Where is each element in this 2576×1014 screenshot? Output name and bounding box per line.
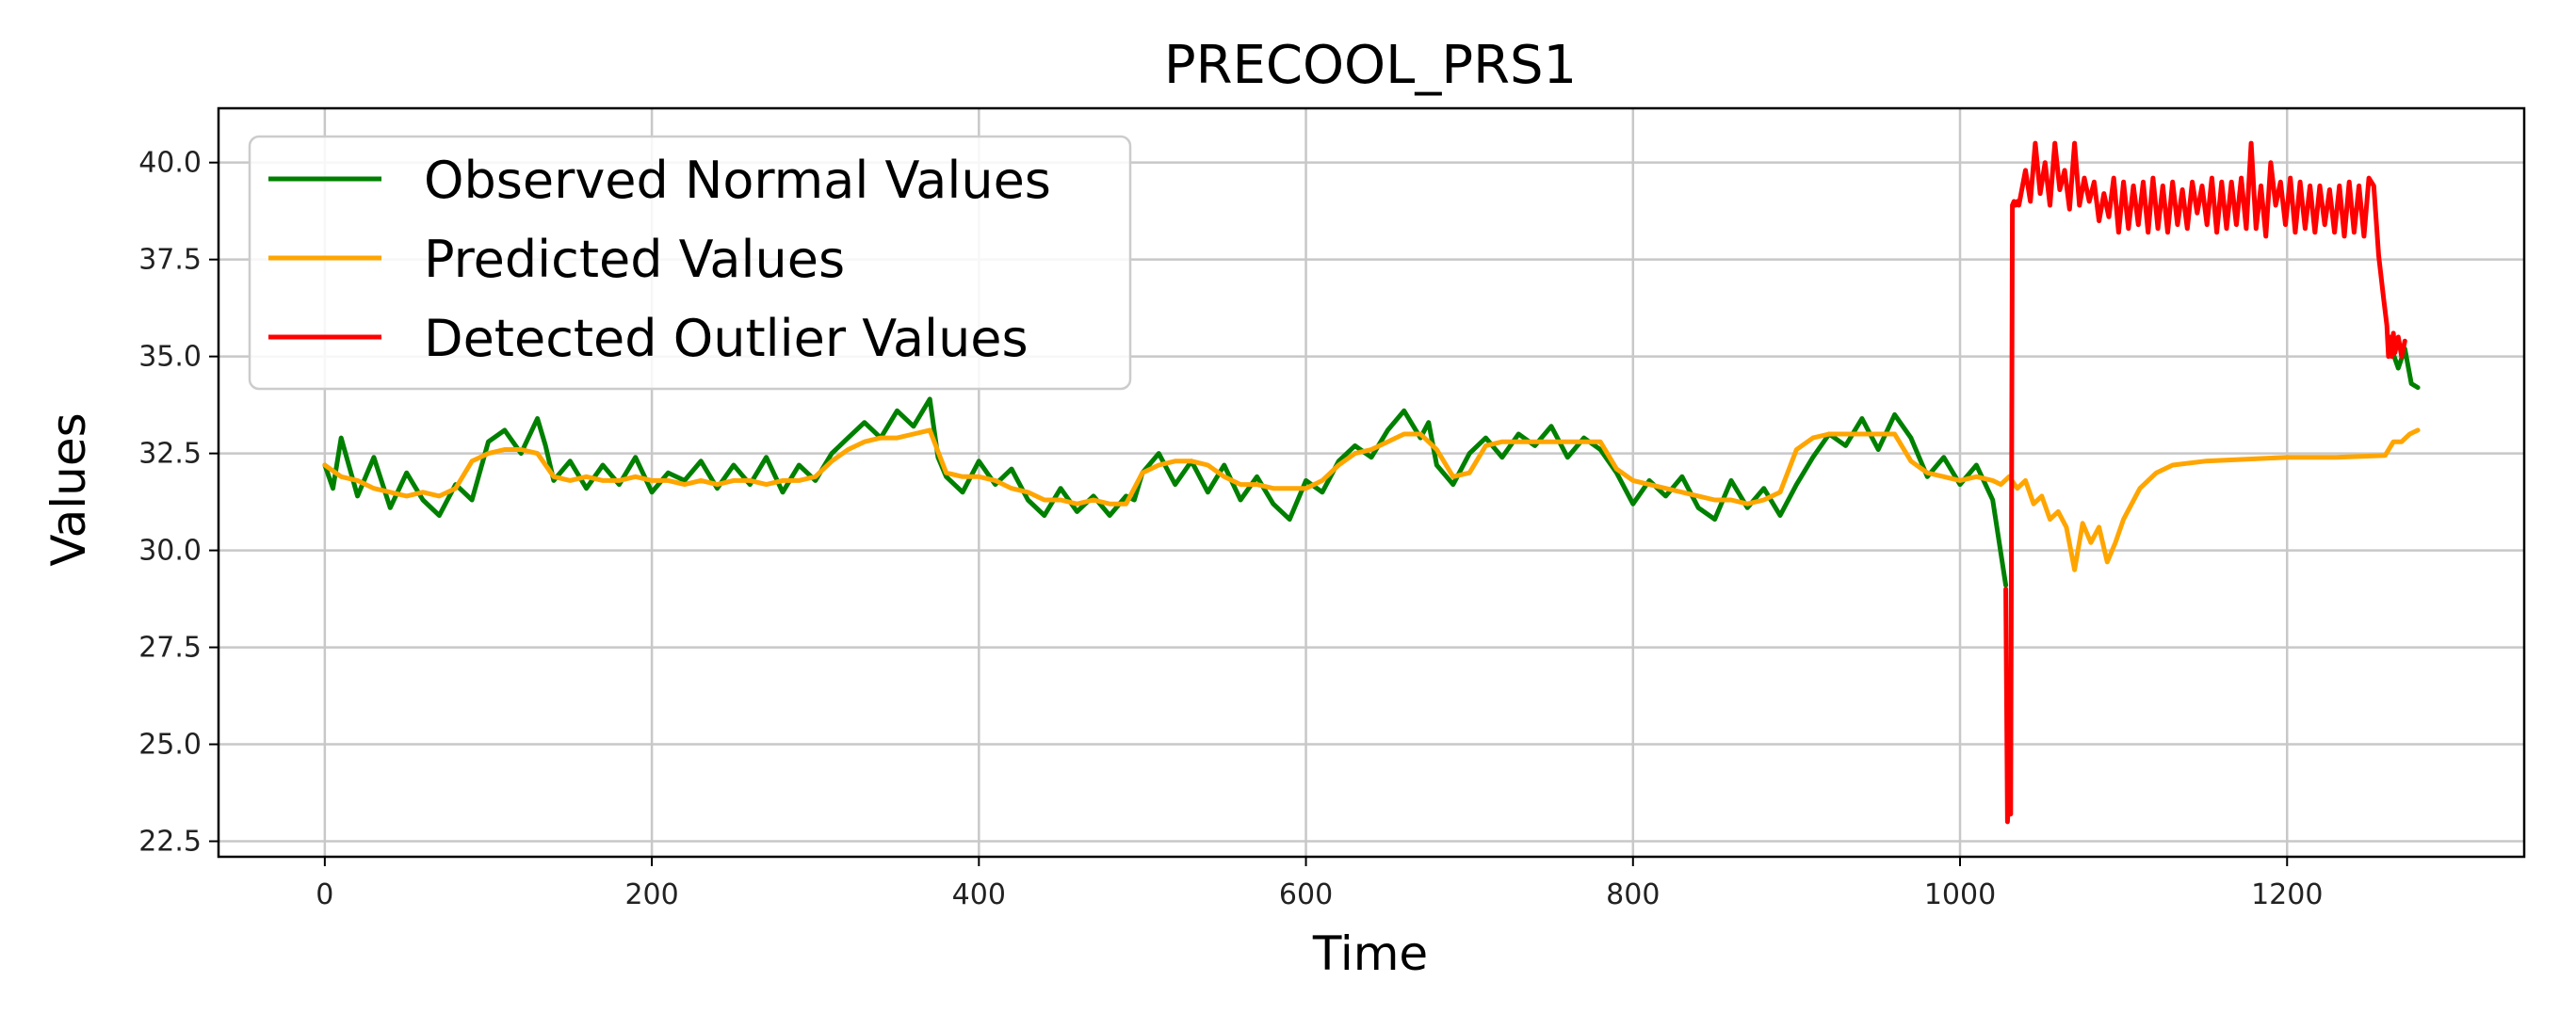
series-line-predicted — [322, 427, 2421, 572]
y-tick-label: 27.5 — [138, 632, 202, 665]
axis-ticks: 0 200 400 600 800 1000 1200 22.5 25.0 27.5 30.0 32.… — [138, 147, 2323, 911]
y-tick-label: 37.5 — [138, 244, 202, 277]
chart-title: PRECOOL_PRS1 — [1164, 35, 1577, 96]
legend: Observed Normal Values Predicted Values … — [248, 135, 1132, 391]
x-axis-label: Time — [1312, 926, 1428, 981]
y-tick-label: 25.0 — [138, 729, 202, 762]
legend-label-outlier: Detected Outlier Values — [424, 309, 1029, 368]
y-tick-label: 35.0 — [138, 341, 202, 374]
x-tick-label: 800 — [1606, 878, 1660, 911]
y-axis-label: Values — [41, 412, 96, 566]
x-tick-label: 200 — [624, 878, 678, 911]
y-tick-label: 22.5 — [138, 826, 202, 859]
legend-box — [248, 135, 1132, 391]
y-tick-label: 30.0 — [138, 535, 202, 568]
plot-frame — [217, 106, 2526, 859]
x-tick-label: 1200 — [2251, 878, 2323, 911]
x-tick-label: 400 — [952, 878, 1006, 911]
x-tick-label: 0 — [316, 878, 333, 911]
y-tick-label: 40.0 — [138, 147, 202, 180]
legend-label-predicted: Predicted Values — [424, 230, 845, 289]
legend-label-observed: Observed Normal Values — [424, 151, 1051, 210]
x-tick-label: 600 — [1279, 878, 1333, 911]
series-line-outlier — [2003, 140, 2407, 825]
x-tick-label: 1000 — [1924, 878, 1996, 911]
y-tick-label: 32.5 — [138, 438, 202, 471]
series-lines — [322, 140, 2421, 825]
